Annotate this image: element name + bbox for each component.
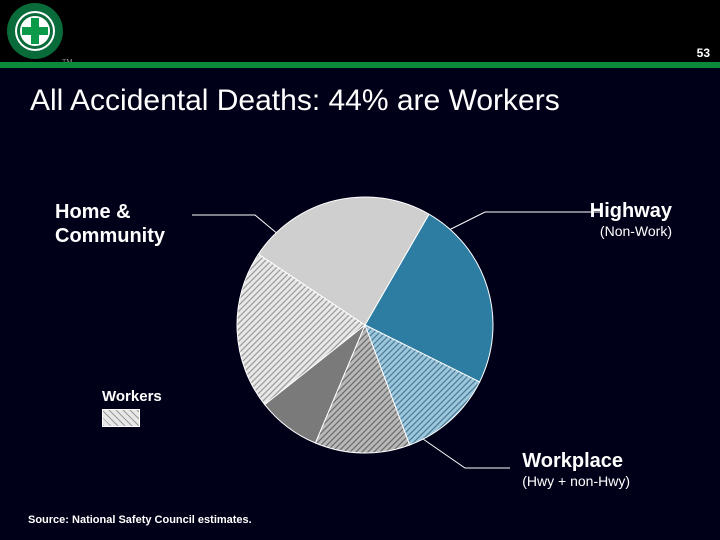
label-workplace-main: Workplace [522,450,630,473]
label-highway: Highway (Non-Work) [590,200,672,239]
label-workplace: Workplace (Hwy + non-Hwy) [522,450,630,489]
label-home-main: Home &Community [55,200,165,248]
nsc-logo [6,2,64,65]
label-workers-legend: Workers [102,388,162,427]
pie-chart [235,195,495,455]
label-home-community: Home &Community [55,200,165,248]
label-highway-main: Highway [590,200,672,223]
label-workers-text: Workers [102,388,162,405]
label-highway-sub: (Non-Work) [590,223,672,239]
slide-title: All Accidental Deaths: 44% are Workers [30,84,690,118]
label-workplace-sub: (Hwy + non-Hwy) [522,473,630,489]
green-stripe [0,62,720,68]
page-number: 53 [697,46,710,60]
workers-swatch-icon [102,409,140,427]
header-bar: TM 53 [0,0,720,68]
source-citation: Source: National Safety Council estimate… [28,514,252,526]
